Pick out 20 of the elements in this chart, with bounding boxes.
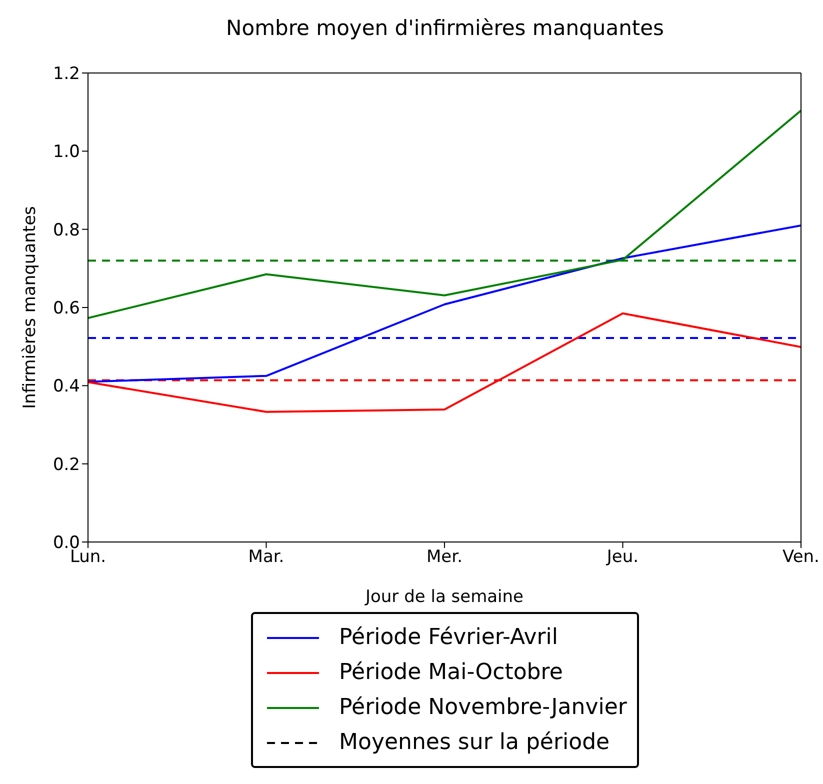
legend-label: Période Février-Avril xyxy=(339,625,558,650)
y-axis-title: Infirmières manquantes xyxy=(20,206,40,409)
x-axis-title: Jour de la semaine xyxy=(364,587,524,607)
y-tick-label: 0.8 xyxy=(52,220,80,240)
legend-label: Moyennes sur la période xyxy=(339,730,610,755)
x-tick-label: Jeu. xyxy=(606,547,639,568)
line-series xyxy=(88,224,801,383)
legend-label: Période Mai-Octobre xyxy=(339,660,563,685)
y-tick-label: 1.0 xyxy=(52,142,80,162)
x-tick-label: Ven. xyxy=(782,547,820,568)
x-tick-label: Lun. xyxy=(70,547,106,568)
y-tick-label: 0.6 xyxy=(52,298,80,319)
y-tick-label: 0.4 xyxy=(52,376,80,397)
x-tick-label: Mar. xyxy=(248,547,284,568)
y-tick-label: 1.2 xyxy=(52,64,80,84)
y-tick-label: 0.2 xyxy=(52,454,80,475)
legend-label: Période Novembre-Janvier xyxy=(339,695,627,720)
x-tick-label: Mer. xyxy=(426,547,462,568)
line-series xyxy=(88,110,801,320)
chart-title: Nombre moyen d'infirmières manquantes xyxy=(225,15,665,42)
